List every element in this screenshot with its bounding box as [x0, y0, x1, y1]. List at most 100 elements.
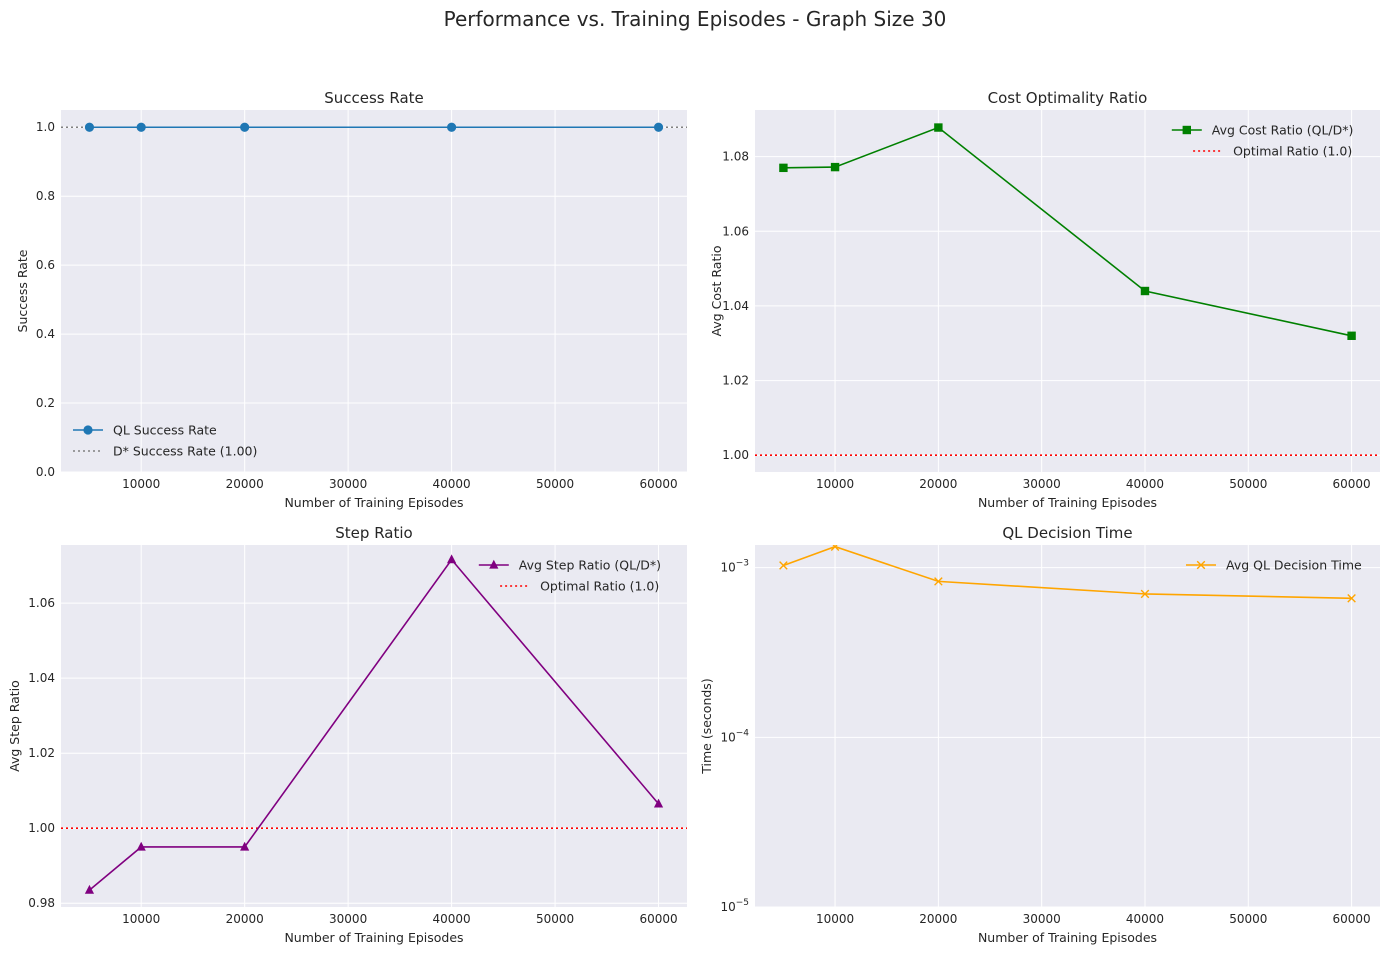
data-point	[1140, 286, 1150, 296]
x-axis-label: Number of Training Episodes	[284, 495, 463, 510]
y-tick-label: 1.04	[722, 299, 749, 313]
plot-area	[755, 110, 1380, 472]
data-point	[447, 122, 457, 132]
legend-marker	[489, 559, 499, 569]
legend: QL Success Rate D* Success Rate (1.00)	[73, 423, 257, 459]
subplot-cost-optimality-ratio: 10000 20000 30000 40000 50000 60000 1.00 1.02 1.…	[709, 89, 1380, 510]
subplots: 10000 20000 30000 40000 50000 60000 0.0 0.2 0.4 0…	[7, 89, 1380, 945]
grid	[755, 545, 1380, 908]
x-axis-label: Number of Training Episodes	[978, 930, 1157, 945]
data-layer	[61, 122, 687, 132]
legend: Avg QL Decision Time	[1186, 558, 1362, 573]
x-tick-label: 50000	[1229, 912, 1267, 926]
x-tick-label: 50000	[1229, 477, 1267, 491]
x-tick-label: 30000	[329, 912, 367, 926]
legend-label: QL Success Rate	[113, 423, 217, 438]
y-tick-label: 1.08	[722, 150, 749, 164]
x-tick-label: 30000	[1023, 477, 1061, 491]
legend-label: Optimal Ratio (1.0)	[540, 579, 659, 594]
x-tick-label: 60000	[639, 477, 677, 491]
data-point	[84, 122, 95, 132]
x-tick-label: 20000	[226, 477, 264, 491]
y-tick-label: 1.00	[28, 821, 55, 835]
plot-area	[755, 545, 1380, 907]
subplot-success-rate: 10000 20000 30000 40000 50000 60000 0.0 0.2 0.4 0…	[15, 89, 687, 510]
x-tick-label: 10000	[816, 477, 854, 491]
y-axis-label: Avg Cost Ratio	[709, 246, 724, 337]
y-axis-label: Avg Step Ratio	[7, 680, 22, 772]
x-tick-label: 40000	[433, 477, 471, 491]
x-axis-label: Number of Training Episodes	[978, 495, 1157, 510]
legend-item-avg-step-ratio-ql-d: Avg Step Ratio (QL/D*)	[478, 558, 661, 573]
subplot-title: Cost Optimality Ratio	[988, 89, 1148, 107]
x-tick-label: 30000	[1023, 912, 1061, 926]
y-tick-label: 10−4	[720, 728, 749, 744]
legend-label: Avg Cost Ratio (QL/D*)	[1212, 123, 1354, 138]
data-point	[447, 554, 457, 564]
y-tick-label: 10−3	[720, 559, 749, 575]
y-tick-label: 1.02	[28, 746, 55, 760]
x-tick-label: 20000	[919, 912, 957, 926]
legend-item-optimal-ratio-1-0: Optimal Ratio (1.0)	[500, 579, 659, 594]
y-tick-label: 0.6	[36, 258, 55, 272]
x-tick-label: 60000	[639, 912, 677, 926]
legend-label: D* Success Rate (1.00)	[113, 444, 257, 459]
y-tick-label: 1.0	[36, 120, 55, 134]
plot-area	[61, 110, 687, 472]
legend-label: Avg QL Decision Time	[1226, 558, 1362, 573]
legend: Avg Step Ratio (QL/D*) Optimal Ratio (1.0…	[478, 558, 661, 594]
legend-item-avg-ql-decision-time: Avg QL Decision Time	[1186, 558, 1362, 573]
subplot-title: Success Rate	[324, 89, 424, 107]
subplot-title: Step Ratio	[335, 524, 412, 542]
data-point	[240, 841, 250, 851]
y-tick-label: 1.02	[722, 374, 749, 388]
x-tick-label: 40000	[1126, 912, 1164, 926]
subplot-step-ratio: 10000 20000 30000 40000 50000 60000 0.98 1.00 1.…	[7, 524, 687, 945]
legend-marker	[1196, 560, 1206, 570]
legend-label: Avg Step Ratio (QL/D*)	[519, 558, 661, 573]
x-tick-label: 60000	[1332, 912, 1370, 926]
y-tick-label: 0.4	[36, 327, 55, 341]
legend-marker	[1182, 125, 1191, 135]
y-tick-label: 1.04	[28, 671, 55, 685]
legend-item-d-success-rate-1-00: D* Success Rate (1.00)	[73, 444, 257, 459]
subplot-title: QL Decision Time	[1002, 524, 1132, 542]
data-point	[136, 122, 146, 132]
legend-item-optimal-ratio-1-0: Optimal Ratio (1.0)	[1193, 144, 1352, 159]
data-layer	[779, 545, 1356, 603]
data-point	[1347, 593, 1356, 603]
x-tick-label: 40000	[1126, 477, 1164, 491]
data-point	[779, 561, 788, 570]
y-tick-label: 1.06	[722, 224, 749, 238]
data-point	[934, 577, 943, 586]
x-tick-label: 20000	[919, 477, 957, 491]
grid	[61, 545, 687, 907]
data-point	[84, 884, 95, 894]
x-tick-label: 20000	[226, 912, 264, 926]
x-tick-label: 50000	[536, 477, 574, 491]
data-point	[934, 123, 943, 132]
x-axis-label: Number of Training Episodes	[284, 930, 463, 945]
data-point	[240, 122, 250, 132]
x-tick-label: 40000	[433, 912, 471, 926]
data-point	[1140, 589, 1150, 599]
legend-item-avg-cost-ratio-ql-d: Avg Cost Ratio (QL/D*)	[1171, 123, 1354, 138]
x-tick-label: 10000	[122, 912, 160, 926]
subplot-ql-decision-time: 10000 20000 30000 40000 50000 60000 10−5 10−4 10…	[699, 524, 1380, 945]
figure-title: Performance vs. Training Episodes - Grap…	[444, 7, 947, 31]
y-tick-label: 0.2	[36, 396, 55, 410]
legend-marker	[83, 425, 93, 435]
y-tick-label: 0.98	[28, 896, 55, 910]
legend-label: Optimal Ratio (1.0)	[1233, 144, 1352, 159]
y-tick-label: 0.0	[36, 465, 55, 479]
data-layer	[61, 554, 687, 894]
x-tick-label: 60000	[1332, 477, 1370, 491]
x-tick-label: 10000	[816, 912, 854, 926]
data-point	[1347, 331, 1356, 340]
data-layer	[755, 123, 1380, 457]
data-point	[653, 798, 664, 808]
legend: Avg Cost Ratio (QL/D*) Optimal Ratio (1.0…	[1171, 123, 1354, 159]
y-axis-label: Time (seconds)	[699, 678, 714, 774]
data-point	[653, 122, 664, 132]
